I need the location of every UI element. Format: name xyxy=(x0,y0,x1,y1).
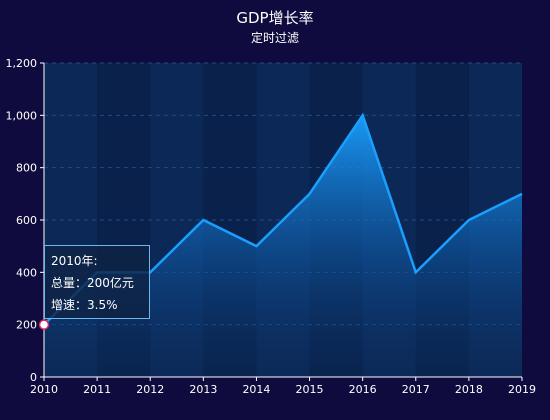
y-tick-label: 400 xyxy=(16,266,37,279)
y-tick-label: 200 xyxy=(16,319,37,332)
active-data-point[interactable] xyxy=(38,319,50,330)
x-tick-label: 2013 xyxy=(189,383,217,396)
axes: 0 200 400 600 800 1,000 1,200 2010 2011 2012 2013 2… xyxy=(6,57,537,396)
chart-title: GDP增长率 xyxy=(236,9,314,27)
data-tooltip: 2010年: 总量：200亿元 增速：3.5% xyxy=(44,245,150,319)
y-tick-label: 0 xyxy=(30,371,37,384)
y-tick-label: 1,000 xyxy=(6,109,38,122)
x-tick-label: 2010 xyxy=(30,383,58,396)
data-points xyxy=(38,63,50,377)
gdp-area-fill xyxy=(44,115,522,377)
x-tick-label: 2018 xyxy=(455,383,483,396)
x-tick-label: 2016 xyxy=(349,383,377,396)
x-tick-label: 2012 xyxy=(136,383,164,396)
tooltip-total: 总量：200亿元 xyxy=(51,276,134,290)
x-tick-label: 2017 xyxy=(402,383,430,396)
x-tick-label: 2014 xyxy=(242,383,270,396)
y-tick-label: 1,200 xyxy=(6,57,38,70)
x-tick-label: 2011 xyxy=(83,383,111,396)
chart-subtitle: 定时过滤 xyxy=(250,31,299,45)
y-tick-label: 600 xyxy=(16,214,37,227)
y-tick-label: 800 xyxy=(16,162,37,175)
x-tick-label: 2015 xyxy=(296,383,324,396)
tooltip-growth: 增速：3.5% xyxy=(51,298,118,312)
x-tick-label: 2019 xyxy=(508,383,536,396)
tooltip-year: 2010年: xyxy=(51,254,98,268)
